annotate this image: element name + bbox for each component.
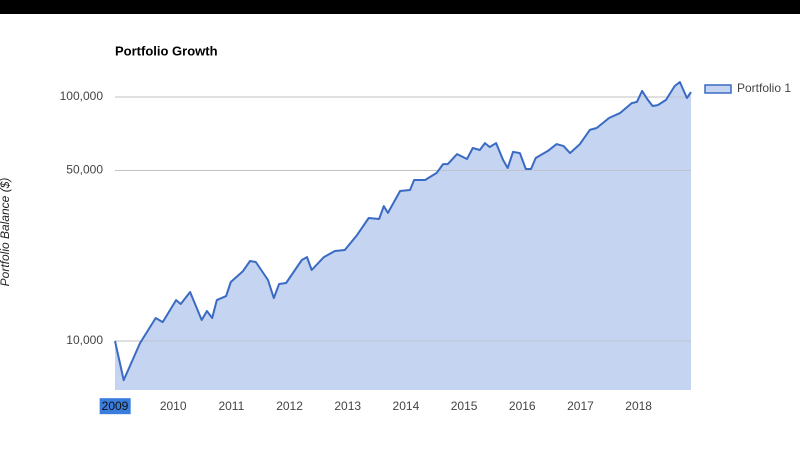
top-bar: [0, 0, 800, 14]
x-tick-label: 2018: [625, 399, 652, 413]
x-tick-label: 2011: [218, 399, 244, 413]
y-axis-label: Portfolio Balance ($): [0, 178, 12, 287]
y-tick-label: 50,000: [66, 163, 103, 177]
x-tick-label: 2010: [160, 399, 187, 413]
x-tick-label: 2013: [334, 399, 361, 413]
legend-swatch: [704, 84, 732, 94]
area: [115, 82, 691, 390]
x-tick-label: 2014: [393, 399, 420, 413]
chart-title: Portfolio Growth: [115, 43, 218, 58]
x-tick-label: 2017: [567, 399, 594, 413]
x-tick-label: 2012: [276, 399, 303, 413]
x-tick-label: 2016: [509, 399, 536, 413]
legend-label: Portfolio 1: [737, 81, 791, 95]
y-tick-label: 10,000: [66, 333, 103, 347]
x-tick-label: 2009: [102, 399, 129, 413]
line: [114, 81, 692, 382]
x-tick-label: 2015: [451, 399, 478, 413]
selection-highlight: [99, 398, 131, 415]
y-tick-label: 100,000: [60, 89, 104, 103]
